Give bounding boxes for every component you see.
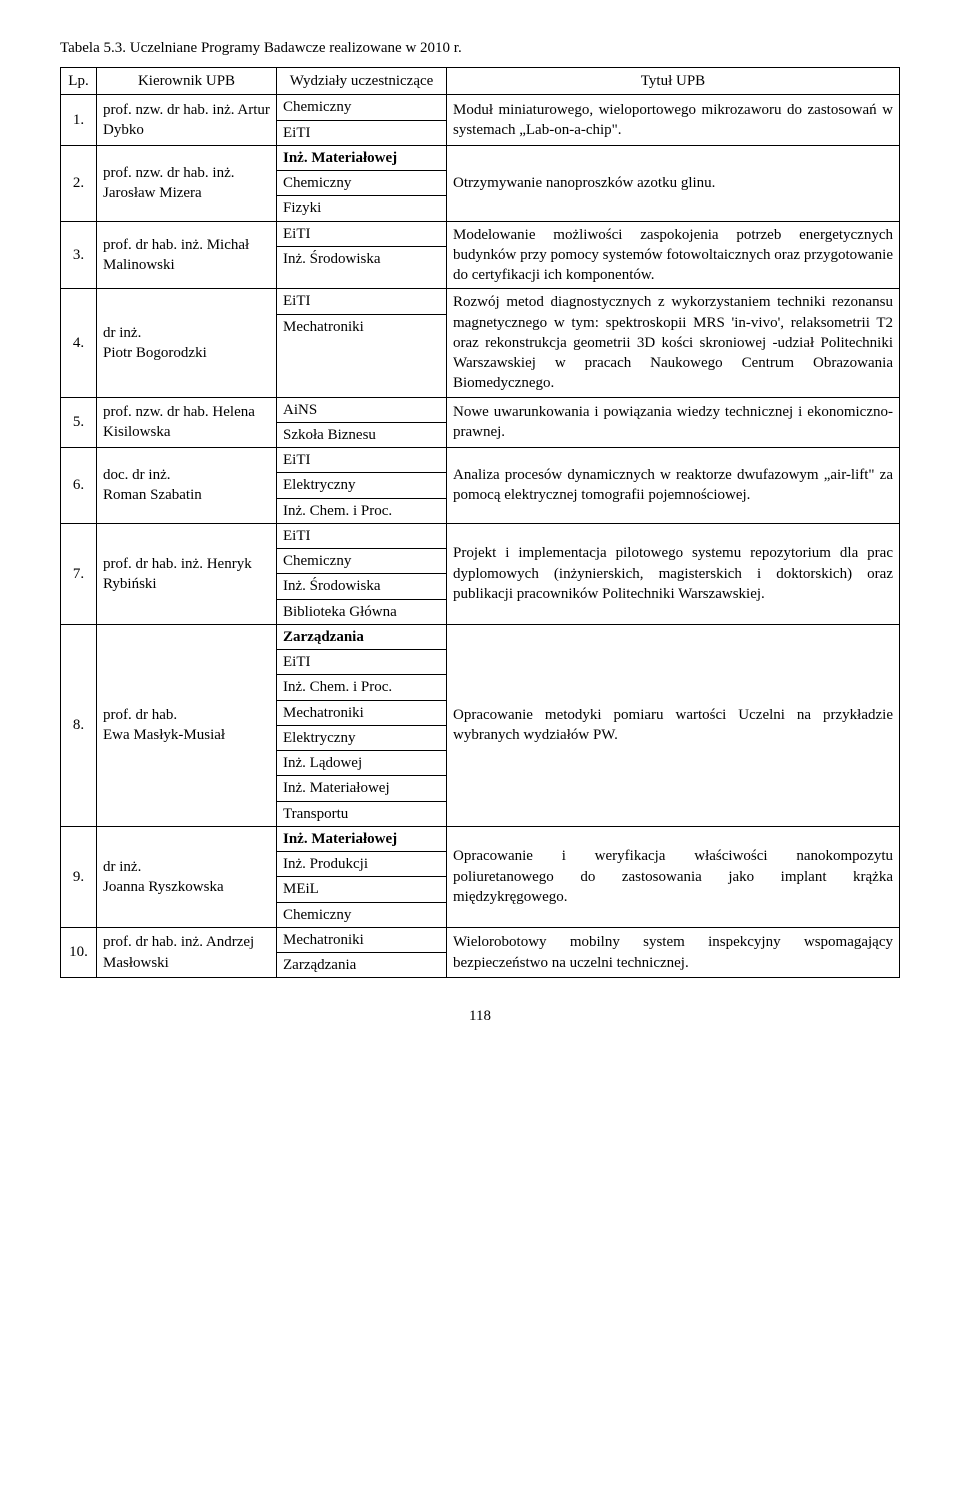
lp-cell: 4. — [61, 289, 97, 397]
table-row: 6.doc. dr inż.Roman SzabatinEiTIElektryc… — [61, 448, 900, 524]
wyd-cell: Inż. Lądowej — [277, 751, 446, 776]
tytul-cell: Wielorobotowy mobilny system inspekcyjny… — [447, 927, 900, 978]
wyd-cell: EiTI — [277, 650, 446, 675]
wyd-cell: Inż. Środowiska — [277, 246, 446, 271]
kier-cell: prof. nzw. dr hab. Helena Kisilowska — [97, 397, 277, 448]
table-row: 3.prof. dr hab. inż. Michał MalinowskiEi… — [61, 221, 900, 289]
wyd-container: MechatronikiZarządzania — [277, 927, 447, 978]
table-header-row: Lp. Kierownik UPB Wydziały uczestniczące… — [61, 68, 900, 95]
wyd-cell: Mechatroniki — [277, 928, 446, 953]
lp-cell: 9. — [61, 826, 97, 927]
lp-cell: 3. — [61, 221, 97, 289]
tytul-cell: Analiza procesów dynamicznych w reaktorz… — [447, 448, 900, 524]
lp-cell: 6. — [61, 448, 97, 524]
wyd-container: Inż. MateriałowejChemicznyFizyki — [277, 145, 447, 221]
wyd-cell: EiTI — [277, 448, 446, 473]
wyd-cell: AiNS — [277, 398, 446, 423]
kier-cell: prof. dr hab. inż. Michał Malinowski — [97, 221, 277, 289]
table-caption: Tabela 5.3. Uczelniane Programy Badawcze… — [60, 40, 900, 57]
wyd-cell: EiTI — [277, 120, 446, 145]
tytul-cell: Rozwój metod diagnostycznych z wykorzyst… — [447, 289, 900, 397]
kier-cell: prof. dr hab. inż. Henryk Rybiński — [97, 523, 277, 624]
table-row: 8.prof. dr hab.Ewa Masłyk-MusiałZarządza… — [61, 624, 900, 826]
wyd-container: EiTIInż. Środowiska — [277, 221, 447, 289]
wyd-cell: Elektryczny — [277, 473, 446, 498]
table-row: 7.prof. dr hab. inż. Henryk RybińskiEiTI… — [61, 523, 900, 624]
kier-cell: doc. dr inż.Roman Szabatin — [97, 448, 277, 524]
tytul-cell: Projekt i implementacja pilotowego syste… — [447, 523, 900, 624]
header-kier: Kierownik UPB — [97, 68, 277, 95]
table-row: 1.prof. nzw. dr hab. inż. Artur DybkoChe… — [61, 95, 900, 146]
wyd-container: AiNSSzkoła Biznesu — [277, 397, 447, 448]
wyd-cell: Biblioteka Główna — [277, 599, 446, 624]
kier-cell: dr inż.Joanna Ryszkowska — [97, 826, 277, 927]
wyd-cell: EiTI — [277, 222, 446, 247]
kier-cell: dr inż.Piotr Bogorodzki — [97, 289, 277, 397]
wyd-cell: Inż. Materiałowej — [277, 776, 446, 801]
wyd-container: EiTIChemicznyInż. ŚrodowiskaBiblioteka G… — [277, 523, 447, 624]
wyd-cell: Chemiczny — [277, 549, 446, 574]
kier-cell: prof. nzw. dr hab. inż. Jarosław Mizera — [97, 145, 277, 221]
wyd-cell: Chemiczny — [277, 171, 446, 196]
wyd-cell: Fizyki — [277, 196, 446, 221]
wyd-container: ChemicznyEiTI — [277, 95, 447, 146]
kier-cell: prof. dr hab.Ewa Masłyk-Musiał — [97, 624, 277, 826]
kier-cell: prof. dr hab. inż. Andrzej Masłowski — [97, 927, 277, 978]
lp-cell: 1. — [61, 95, 97, 146]
wyd-cell: Inż. Materiałowej — [277, 146, 446, 171]
tytul-cell: Opracowanie i weryfikacja właściwości na… — [447, 826, 900, 927]
wyd-cell: Mechatroniki — [277, 314, 446, 339]
table-row: 2.prof. nzw. dr hab. inż. Jarosław Mizer… — [61, 145, 900, 221]
tytul-cell: Moduł miniaturowego, wieloportowego mikr… — [447, 95, 900, 146]
wyd-cell: Inż. Środowiska — [277, 574, 446, 599]
table-row: 10.prof. dr hab. inż. Andrzej MasłowskiM… — [61, 927, 900, 978]
lp-cell: 5. — [61, 397, 97, 448]
wyd-cell: Chemiczny — [277, 95, 446, 120]
wyd-cell: MEiL — [277, 877, 446, 902]
wyd-cell: Chemiczny — [277, 902, 446, 927]
lp-cell: 10. — [61, 927, 97, 978]
header-wyd: Wydziały uczestniczące — [277, 68, 447, 95]
wyd-cell: Inż. Chem. i Proc. — [277, 675, 446, 700]
table-row: 9.dr inż.Joanna RyszkowskaInż. Materiało… — [61, 826, 900, 927]
wyd-cell: Inż. Materiałowej — [277, 827, 446, 852]
tytul-cell: Otrzymywanie nanoproszków azotku glinu. — [447, 145, 900, 221]
lp-cell: 8. — [61, 624, 97, 826]
tytul-cell: Opracowanie metodyki pomiaru wartości Uc… — [447, 624, 900, 826]
wyd-container: EiTIMechatroniki — [277, 289, 447, 397]
page-number: 118 — [60, 1008, 900, 1025]
wyd-cell: EiTI — [277, 289, 446, 314]
wyd-cell: Inż. Chem. i Proc. — [277, 498, 446, 523]
wyd-cell: Elektryczny — [277, 725, 446, 750]
wyd-cell: EiTI — [277, 524, 446, 549]
lp-cell: 7. — [61, 523, 97, 624]
wyd-cell: Mechatroniki — [277, 700, 446, 725]
kier-cell: prof. nzw. dr hab. inż. Artur Dybko — [97, 95, 277, 146]
tytul-cell: Nowe uwarunkowania i powiązania wiedzy t… — [447, 397, 900, 448]
tytul-cell: Modelowanie możliwości zaspokojenia potr… — [447, 221, 900, 289]
main-table: Lp. Kierownik UPB Wydziały uczestniczące… — [60, 67, 900, 978]
wyd-cell: Inż. Produkcji — [277, 852, 446, 877]
wyd-container: ZarządzaniaEiTIInż. Chem. i Proc.Mechatr… — [277, 624, 447, 826]
header-lp: Lp. — [61, 68, 97, 95]
wyd-cell: Zarządzania — [277, 625, 446, 650]
wyd-container: EiTIElektrycznyInż. Chem. i Proc. — [277, 448, 447, 524]
wyd-cell: Transportu — [277, 801, 446, 826]
table-row: 5.prof. nzw. dr hab. Helena KisilowskaAi… — [61, 397, 900, 448]
table-row: 4.dr inż.Piotr BogorodzkiEiTIMechatronik… — [61, 289, 900, 397]
lp-cell: 2. — [61, 145, 97, 221]
wyd-cell: Szkoła Biznesu — [277, 422, 446, 447]
wyd-cell: Zarządzania — [277, 953, 446, 978]
wyd-container: Inż. MateriałowejInż. ProdukcjiMEiLChemi… — [277, 826, 447, 927]
header-tytul: Tytuł UPB — [447, 68, 900, 95]
